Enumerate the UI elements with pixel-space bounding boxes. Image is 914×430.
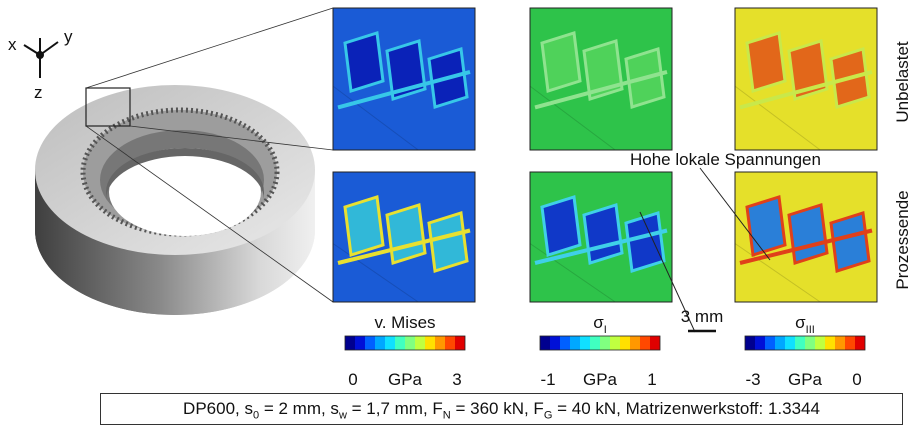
- figure: x y z Hohe lokale Spannungen Unbelastet …: [0, 0, 914, 430]
- caption-text: = 1,7 mm, F: [347, 399, 443, 418]
- colorbar-cell: [845, 336, 855, 350]
- colorbar-title-text: σ: [795, 313, 806, 332]
- colorbar-cell: [650, 336, 660, 350]
- colorbar-cell: [570, 336, 580, 350]
- panel-block: [831, 213, 869, 271]
- colorbar-cell: [805, 336, 815, 350]
- axis-symbol: [24, 38, 58, 78]
- colorbar-cell: [365, 336, 375, 350]
- colorbar-tick-label: -3: [745, 370, 760, 389]
- colorbar-cell: [785, 336, 795, 350]
- colorbar-cell: [355, 336, 365, 350]
- colorbar-cell: [395, 336, 405, 350]
- caption-text: = 40 kN, Matrizenwerkstoff: 1.3344: [552, 399, 820, 418]
- panel-block: [747, 33, 785, 91]
- fem-panel: [333, 8, 475, 150]
- caption: DP600, s0 = 2 mm, sw = 1,7 mm, FN = 360 …: [100, 393, 903, 425]
- colorbar-cell: [580, 336, 590, 350]
- colorbar-cell: [755, 336, 765, 350]
- panel-block: [542, 197, 580, 255]
- colorbar-cell: [600, 336, 610, 350]
- colorbar-tick-label: GPa: [583, 370, 618, 389]
- colorbar-cell: [745, 336, 755, 350]
- panel-block: [747, 197, 785, 255]
- colorbar-cell: [630, 336, 640, 350]
- colorbar-cell: [455, 336, 465, 350]
- axis-label-x: x: [8, 35, 17, 54]
- caption-text: DP600, s: [183, 399, 253, 418]
- fem-panel: [530, 8, 672, 150]
- ring-illustration: [35, 8, 333, 315]
- colorbar-title: σIII: [795, 313, 815, 336]
- colorbar-cell: [835, 336, 845, 350]
- caption-text: = 360 kN, F: [451, 399, 544, 418]
- panel-block: [345, 33, 383, 91]
- fem-panel: [735, 172, 877, 302]
- colorbar-cell: [445, 336, 455, 350]
- colorbar-cell: [415, 336, 425, 350]
- colorbar-cell: [560, 336, 570, 350]
- colorbar-cell: [405, 336, 415, 350]
- colorbar-cell: [855, 336, 865, 350]
- fem-panel: [333, 172, 475, 302]
- panel-block: [345, 197, 383, 255]
- row-label: Prozessende: [893, 190, 912, 289]
- panel-block: [429, 213, 467, 271]
- colorbar-cell: [550, 336, 560, 350]
- colorbar-cell: [425, 336, 435, 350]
- figure-graphic: x y z Hohe lokale Spannungen Unbelastet …: [0, 0, 914, 393]
- panel-block: [789, 205, 827, 263]
- colorbar-cell: [795, 336, 805, 350]
- caption-subscript: w: [339, 409, 347, 421]
- colorbar-cell: [620, 336, 630, 350]
- colorbar-cell: [435, 336, 445, 350]
- colorbar-cell: [345, 336, 355, 350]
- caption-subscript: N: [443, 409, 451, 421]
- colorbar-title-subscript: I: [604, 324, 607, 336]
- panel-block: [542, 33, 580, 91]
- colorbar-tick-label: 3: [452, 370, 461, 389]
- colorbar-tick-label: 0: [852, 370, 861, 389]
- colorbar-title-text: v. Mises: [374, 313, 435, 332]
- axis-label-y: y: [64, 27, 73, 46]
- colorbar-cell: [610, 336, 620, 350]
- colorbar-cell: [385, 336, 395, 350]
- colorbar-cell: [765, 336, 775, 350]
- colorbar-cell: [775, 336, 785, 350]
- colorbar-tick-label: GPa: [388, 370, 423, 389]
- colorbar-tick-label: 1: [647, 370, 656, 389]
- colorbar-cell: [540, 336, 550, 350]
- scale-bar-label: 3 mm: [681, 307, 724, 326]
- colorbar-title: σI: [593, 313, 607, 336]
- axis-label-z: z: [34, 83, 43, 102]
- colorbar-cell: [375, 336, 385, 350]
- colorbar-cell: [590, 336, 600, 350]
- row-label: Unbelastet: [893, 41, 912, 123]
- colorbar-title-text: σ: [593, 313, 604, 332]
- colorbar-tick-label: -1: [540, 370, 555, 389]
- panel-block: [584, 205, 622, 263]
- panel-block: [387, 205, 425, 263]
- colorbar-tick-label: 0: [348, 370, 357, 389]
- colorbar-cell: [640, 336, 650, 350]
- annotation: Hohe lokale Spannungen: [630, 150, 821, 169]
- caption-text: = 2 mm, s: [259, 399, 339, 418]
- fem-panel: [735, 8, 877, 150]
- colorbar-title: v. Mises: [374, 313, 435, 332]
- colorbar-title-subscript: III: [806, 324, 815, 336]
- panel-block: [626, 213, 664, 271]
- colorbar-tick-label: GPa: [788, 370, 823, 389]
- colorbar-cell: [815, 336, 825, 350]
- fem-panel: [530, 172, 672, 302]
- colorbar-cell: [825, 336, 835, 350]
